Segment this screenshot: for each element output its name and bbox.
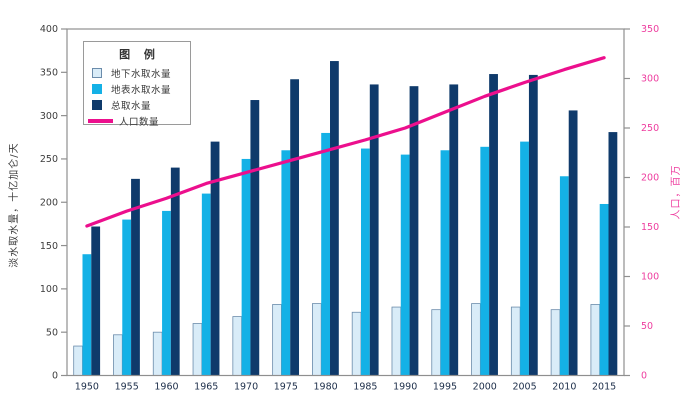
bar-总取水量-1955	[131, 178, 140, 376]
x-axis-year-label: 1970	[234, 382, 258, 393]
bar-总取水量-1990	[409, 86, 419, 376]
right-axis-tick-label: 150	[641, 222, 659, 233]
bar-地下水取水量-2010	[550, 309, 561, 376]
bar-总取水量-1960	[170, 167, 180, 376]
left-axis-tick-label: 200	[40, 197, 58, 208]
left-axis-tick-label: 400	[40, 24, 58, 35]
x-axis-year-label: 1995	[433, 382, 457, 393]
total-withdrawal-swatch-icon	[92, 100, 102, 110]
bar-总取水量-2015	[608, 132, 618, 376]
bar-总取水量-1950	[91, 226, 101, 376]
bar-地下水取水量-1970	[232, 316, 243, 376]
legend-item-groundwater: 地下水取水量	[84, 65, 190, 81]
right-axis-tick-label: 300	[641, 74, 659, 85]
bar-地下水取水量-1975	[272, 304, 282, 376]
bar-地下水取水量-1995	[431, 309, 441, 376]
right-axis-tick-label: 50	[641, 321, 653, 332]
left-axis-tick-label: 250	[40, 154, 58, 165]
bar-地表水取水量-1980	[321, 132, 331, 376]
legend-label-groundwater: 地下水取水量	[111, 69, 172, 80]
bar-地表水取水量-1955	[122, 219, 132, 376]
bar-总取水量-1965	[210, 141, 220, 376]
right-axis-tick-label: 100	[641, 272, 659, 283]
x-axis-year-label: 1985	[353, 382, 377, 393]
legend-item-total: 总取水量	[84, 97, 190, 113]
bar-地下水取水量-2015	[590, 304, 601, 376]
legend-label-surface-water: 地表水取水量	[111, 85, 172, 96]
bar-地表水取水量-1990	[400, 154, 410, 376]
legend-label-total: 总取水量	[111, 101, 152, 112]
left-axis-tick-label: 50	[46, 327, 58, 338]
right-axis-tick-label: 250	[641, 123, 659, 134]
legend-label-population: 人口数量	[119, 117, 160, 128]
bar-地下水取水量-1965	[192, 323, 203, 376]
bar-地下水取水量-2000	[471, 303, 481, 376]
bar-总取水量-2005	[528, 74, 538, 376]
bar-总取水量-1980	[330, 61, 339, 376]
bar-地表水取水量-1985	[360, 148, 370, 376]
bar-地下水取水量-1985	[351, 311, 362, 376]
x-axis-year-label: 1960	[154, 382, 178, 393]
bar-地表水取水量-1975	[281, 150, 291, 376]
bar-地表水取水量-1965	[201, 193, 211, 376]
legend-title: 图 例	[119, 48, 160, 61]
bar-总取水量-1970	[250, 100, 260, 376]
bar-总取水量-2000	[489, 74, 498, 376]
x-axis-year-label: 1965	[194, 382, 218, 393]
surface-water-swatch-icon	[92, 84, 102, 94]
population-line	[85, 56, 606, 228]
x-axis-year-label: 1950	[75, 382, 99, 393]
bar-地下水取水量-1960	[152, 331, 163, 376]
right-axis-title: 人口，百万	[671, 164, 682, 220]
bar-地下水取水量-1955	[113, 334, 123, 376]
legend-item-surface-water: 地表水取水量	[84, 81, 190, 97]
x-axis-year-label: 2000	[473, 382, 497, 393]
groundwater-swatch-icon	[92, 68, 102, 78]
left-axis-tick-label: 300	[40, 111, 58, 122]
bar-地表水取水量-1950	[82, 254, 92, 376]
x-axis-year-label: 1975	[274, 382, 298, 393]
bar-地下水取水量-1950	[73, 345, 83, 376]
right-axis-tick-label: 350	[641, 24, 659, 35]
left-axis-tick-label: 350	[40, 68, 58, 79]
right-axis-tick-label: 200	[641, 173, 659, 184]
bar-地下水取水量-1990	[391, 306, 402, 376]
x-axis-year-label: 2015	[592, 382, 616, 393]
x-axis-year-label: 2005	[512, 382, 536, 393]
left-axis-title: 淡水取水量，十亿加仑/天	[9, 142, 20, 268]
bar-地表水取水量-2010	[559, 176, 569, 376]
bar-总取水量-1985	[369, 84, 379, 376]
legend-item-population: 人口数量	[84, 113, 190, 129]
x-axis-year-label: 1980	[314, 382, 338, 393]
right-axis-tick-label: 0	[641, 371, 647, 382]
bar-地表水取水量-1960	[162, 210, 171, 376]
bar-地下水取水量-2005	[510, 306, 521, 376]
bar-地下水取水量-1980	[312, 303, 322, 376]
bar-地表水取水量-2005	[520, 141, 529, 376]
x-axis-year-label: 2010	[552, 382, 576, 393]
bar-总取水量-1975	[290, 79, 300, 376]
bar-地表水取水量-2000	[480, 146, 490, 376]
x-axis-year-label: 1955	[115, 382, 139, 393]
legend-box: 图 例 地下水取水量 地表水取水量 总取水量 人口数量	[83, 41, 191, 128]
left-axis-tick-label: 100	[40, 284, 58, 295]
x-axis-year-label: 1990	[393, 382, 417, 393]
left-axis-tick-label: 150	[40, 241, 58, 252]
bar-总取水量-2010	[568, 110, 578, 376]
bar-地表水取水量-1970	[241, 158, 251, 376]
bar-地表水取水量-2015	[599, 203, 609, 376]
bar-地表水取水量-1995	[440, 150, 450, 376]
left-axis-tick-label: 0	[52, 371, 58, 382]
population-line-swatch-icon	[88, 119, 113, 123]
bar-总取水量-1995	[449, 84, 459, 376]
